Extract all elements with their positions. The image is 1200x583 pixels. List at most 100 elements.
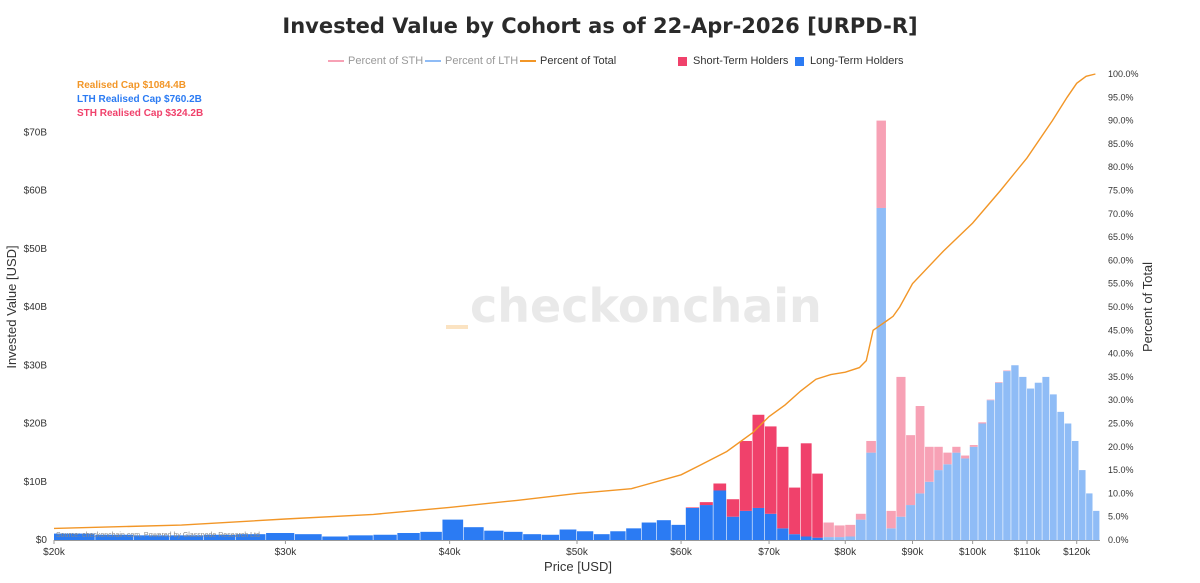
- lth-bar[interactable]: [1093, 510, 1100, 540]
- sth-bar[interactable]: [978, 422, 987, 424]
- lth-bar[interactable]: [1027, 388, 1035, 540]
- lth-bar[interactable]: [1019, 376, 1027, 540]
- lth-bar[interactable]: [886, 528, 896, 540]
- lth-bar[interactable]: [203, 534, 236, 540]
- sth-bar[interactable]: [685, 507, 700, 508]
- lth-bar[interactable]: [845, 536, 856, 540]
- lth-bar[interactable]: [656, 520, 671, 540]
- lth-bar[interactable]: [699, 505, 713, 540]
- lth-bar[interactable]: [626, 528, 642, 540]
- sth-bar[interactable]: [896, 376, 906, 517]
- lth-bar[interactable]: [1064, 423, 1072, 541]
- lth-bar[interactable]: [641, 522, 657, 540]
- lth-bar[interactable]: [95, 534, 134, 540]
- lth-bar[interactable]: [610, 531, 626, 540]
- sth-bar[interactable]: [845, 524, 856, 537]
- sth-bar[interactable]: [866, 440, 876, 453]
- lth-bar[interactable]: [866, 452, 876, 540]
- lth-bar[interactable]: [671, 524, 686, 540]
- legend-item-long-term-holders[interactable]: Long-Term Holders: [795, 55, 904, 67]
- lth-bar[interactable]: [855, 519, 866, 540]
- sth-bar[interactable]: [764, 426, 777, 514]
- lth-bar[interactable]: [800, 536, 812, 540]
- lth-bar[interactable]: [1086, 493, 1093, 540]
- lth-bar[interactable]: [896, 516, 906, 540]
- legend-item-percent-of-sth[interactable]: Percent of STH: [328, 55, 423, 67]
- sth-bar[interactable]: [906, 435, 916, 506]
- sth-bar[interactable]: [886, 510, 896, 529]
- lth-bar[interactable]: [952, 452, 961, 540]
- sth-bar[interactable]: [726, 499, 740, 517]
- lth-bar[interactable]: [739, 510, 752, 540]
- lth-bar[interactable]: [961, 458, 970, 540]
- lth-bar[interactable]: [713, 490, 727, 540]
- lth-bar[interactable]: [1042, 376, 1050, 540]
- sth-bar[interactable]: [915, 406, 925, 494]
- sth-bar[interactable]: [713, 483, 727, 491]
- lth-bar[interactable]: [559, 529, 577, 540]
- lth-bar[interactable]: [925, 481, 934, 540]
- legend-item-short-term-holders[interactable]: Short-Term Holders: [678, 55, 788, 67]
- lth-bar[interactable]: [812, 537, 823, 540]
- sth-bar[interactable]: [934, 446, 943, 471]
- lth-bar[interactable]: [1057, 411, 1065, 540]
- lth-bar[interactable]: [823, 537, 834, 540]
- lth-bar[interactable]: [266, 533, 295, 540]
- sth-bar[interactable]: [1003, 370, 1011, 372]
- lth-bar[interactable]: [523, 534, 542, 540]
- lth-bar[interactable]: [463, 527, 484, 540]
- lth-bar[interactable]: [876, 207, 886, 540]
- lth-bar[interactable]: [1049, 394, 1057, 540]
- lth-bar[interactable]: [133, 535, 170, 540]
- lth-bar[interactable]: [726, 516, 740, 540]
- lth-bar[interactable]: [834, 537, 845, 540]
- sth-bar[interactable]: [952, 446, 961, 453]
- lth-bar[interactable]: [484, 530, 504, 540]
- lth-bar[interactable]: [322, 536, 348, 540]
- lth-bar[interactable]: [504, 531, 523, 540]
- lth-bar[interactable]: [789, 534, 801, 540]
- sth-bar[interactable]: [699, 502, 713, 506]
- lth-bar[interactable]: [420, 531, 442, 540]
- lth-bar[interactable]: [1034, 382, 1042, 540]
- lth-bar[interactable]: [764, 513, 777, 540]
- lth-bar[interactable]: [934, 470, 943, 540]
- lth-bar[interactable]: [577, 531, 594, 540]
- sth-bar[interactable]: [995, 382, 1003, 383]
- sth-bar[interactable]: [943, 452, 952, 465]
- sth-bar[interactable]: [777, 446, 789, 529]
- lth-bar[interactable]: [593, 534, 610, 540]
- lth-bar[interactable]: [969, 446, 978, 540]
- lth-bar[interactable]: [442, 519, 464, 540]
- lth-bar[interactable]: [995, 382, 1003, 540]
- lth-bar[interactable]: [685, 507, 700, 540]
- lth-bar[interactable]: [986, 400, 995, 540]
- sth-bar[interactable]: [823, 522, 834, 538]
- legend-item-percent-of-total[interactable]: Percent of Total: [520, 55, 616, 67]
- lth-bar[interactable]: [906, 505, 916, 540]
- lth-bar[interactable]: [915, 493, 925, 540]
- lth-bar[interactable]: [1003, 371, 1011, 540]
- legend-item-percent-of-lth[interactable]: Percent of LTH: [425, 55, 518, 67]
- lth-bar[interactable]: [1079, 470, 1086, 540]
- lth-bar[interactable]: [752, 507, 765, 540]
- sth-bar[interactable]: [969, 445, 978, 447]
- lth-bar[interactable]: [978, 423, 987, 541]
- lth-bar[interactable]: [943, 464, 952, 540]
- lth-bar[interactable]: [235, 534, 266, 540]
- sth-bar[interactable]: [925, 446, 934, 482]
- lth-bar[interactable]: [54, 533, 95, 540]
- lth-bar[interactable]: [348, 535, 373, 540]
- lth-bar[interactable]: [397, 533, 420, 540]
- sth-bar[interactable]: [800, 443, 812, 537]
- sth-bar[interactable]: [986, 399, 995, 401]
- sth-bar[interactable]: [876, 120, 886, 208]
- sth-bar[interactable]: [812, 473, 823, 538]
- lth-bar[interactable]: [294, 534, 322, 540]
- lth-bar[interactable]: [541, 534, 560, 540]
- sth-bar[interactable]: [834, 525, 845, 538]
- sth-bar[interactable]: [961, 455, 970, 459]
- lth-bar[interactable]: [169, 535, 204, 540]
- lth-bar[interactable]: [373, 534, 397, 540]
- lth-bar[interactable]: [1071, 440, 1079, 540]
